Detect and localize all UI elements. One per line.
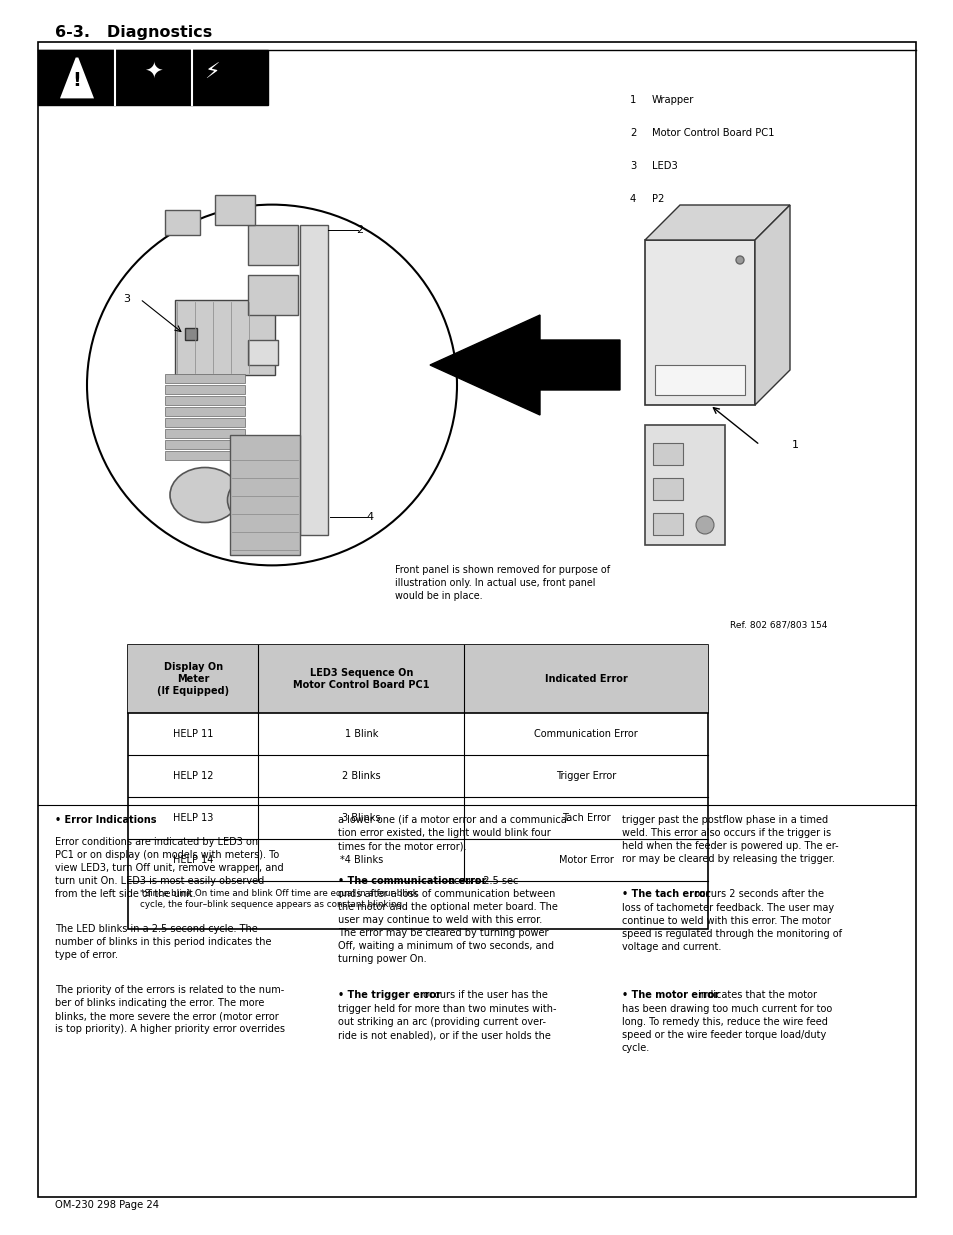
Ellipse shape xyxy=(735,256,743,264)
Text: ✦: ✦ xyxy=(144,63,162,83)
Text: onds after a loss of communication between
the motor and the optional meter boar: onds after a loss of communication betwe… xyxy=(337,889,558,965)
Bar xyxy=(644,240,754,405)
Bar xyxy=(655,366,744,395)
Text: Motor Control Board PC1: Motor Control Board PC1 xyxy=(651,128,774,138)
Text: Error conditions are indicated by LED3 on
PC1 or on display (on models with mete: Error conditions are indicated by LED3 o… xyxy=(55,836,283,899)
Text: The priority of the errors is related to the num-
ber of blinks indicating the e: The priority of the errors is related to… xyxy=(55,986,285,1034)
Text: • The trigger error: • The trigger error xyxy=(337,990,440,1000)
Text: HELP 11: HELP 11 xyxy=(172,729,213,739)
Text: occurs 2 seconds after the: occurs 2 seconds after the xyxy=(690,889,822,899)
Text: HELP 13: HELP 13 xyxy=(172,813,213,823)
Text: • The tach error: • The tach error xyxy=(621,889,710,899)
Bar xyxy=(652,513,682,535)
Bar xyxy=(248,340,277,366)
Text: • Error Indications: • Error Indications xyxy=(55,815,156,825)
Text: *4 Blinks: *4 Blinks xyxy=(339,855,383,864)
Ellipse shape xyxy=(696,516,713,534)
Text: 3 Blinks: 3 Blinks xyxy=(342,813,380,823)
Text: 3: 3 xyxy=(629,161,636,170)
Text: Trigger Error: Trigger Error xyxy=(556,771,616,781)
Bar xyxy=(652,443,682,466)
Bar xyxy=(652,478,682,500)
Bar xyxy=(165,440,245,450)
Bar xyxy=(299,225,328,535)
Bar xyxy=(165,210,200,235)
Text: P2: P2 xyxy=(651,194,663,204)
Text: trigger past the postflow phase in a timed
weld. This error also occurs if the t: trigger past the postflow phase in a tim… xyxy=(621,815,838,864)
Bar xyxy=(165,408,245,416)
Text: OM-230 298 Page 24: OM-230 298 Page 24 xyxy=(55,1200,159,1210)
Text: *Since blink On time and blink Off time are equal in a four-blink
cycle, the fou: *Since blink On time and blink Off time … xyxy=(140,889,417,909)
Bar xyxy=(165,396,245,405)
Text: 2: 2 xyxy=(356,225,363,235)
Text: 3: 3 xyxy=(123,294,131,304)
Bar xyxy=(128,645,707,929)
Text: Wrapper: Wrapper xyxy=(651,95,694,105)
Text: 1: 1 xyxy=(629,95,636,105)
Text: Communication Error: Communication Error xyxy=(534,729,638,739)
Bar xyxy=(165,374,245,383)
Polygon shape xyxy=(754,205,789,405)
Text: HELP 14: HELP 14 xyxy=(172,855,213,864)
Bar xyxy=(248,225,297,266)
Text: LED3 Sequence On
Motor Control Board PC1: LED3 Sequence On Motor Control Board PC1 xyxy=(293,668,429,690)
Bar xyxy=(230,435,299,555)
Bar xyxy=(214,195,254,225)
Ellipse shape xyxy=(87,205,456,566)
Text: 1 Blink: 1 Blink xyxy=(344,729,377,739)
Ellipse shape xyxy=(227,474,293,526)
Bar xyxy=(185,329,196,340)
Text: 6-3.   Diagnostics: 6-3. Diagnostics xyxy=(55,25,212,40)
Text: 1: 1 xyxy=(791,440,798,450)
Bar xyxy=(165,417,245,427)
Polygon shape xyxy=(62,58,91,98)
Text: trigger held for more than two minutes with-
out striking an arc (providing curr: trigger held for more than two minutes w… xyxy=(337,1004,556,1040)
Text: indicates that the motor: indicates that the motor xyxy=(694,990,816,1000)
Text: occurs 2.5 sec-: occurs 2.5 sec- xyxy=(445,876,521,885)
Text: • The motor error: • The motor error xyxy=(621,990,719,1000)
Text: occurs if the user has the: occurs if the user has the xyxy=(419,990,547,1000)
Text: loss of tachometer feedback. The user may
continue to weld with this error. The : loss of tachometer feedback. The user ma… xyxy=(621,903,841,952)
Polygon shape xyxy=(644,205,789,240)
Text: Ref. 802 687/803 154: Ref. 802 687/803 154 xyxy=(729,620,826,629)
Text: !: ! xyxy=(72,70,81,90)
Text: 2 Blinks: 2 Blinks xyxy=(342,771,380,781)
Text: 4: 4 xyxy=(629,194,636,204)
Bar xyxy=(174,300,274,375)
Text: Front panel is shown removed for purpose of
illustration only. In actual use, fr: Front panel is shown removed for purpose… xyxy=(395,564,610,601)
Ellipse shape xyxy=(170,468,240,522)
Text: a lower one (if a motor error and a communica-
tion error existed, the light wou: a lower one (if a motor error and a comm… xyxy=(337,815,570,851)
Text: Display On
Meter
(If Equipped): Display On Meter (If Equipped) xyxy=(157,662,229,697)
Text: The LED blinks in a 2.5 second cycle. The
number of blinks in this period indica: The LED blinks in a 2.5 second cycle. Th… xyxy=(55,924,272,961)
Bar xyxy=(644,425,724,545)
Text: Tach Error: Tach Error xyxy=(561,813,610,823)
Text: Motor Error: Motor Error xyxy=(558,855,613,864)
Bar xyxy=(165,451,245,459)
Polygon shape xyxy=(430,315,619,415)
Text: ⚡: ⚡ xyxy=(204,63,219,83)
Bar xyxy=(248,275,297,315)
Text: Indicated Error: Indicated Error xyxy=(544,674,627,684)
Text: • The communication error: • The communication error xyxy=(337,876,486,885)
Bar xyxy=(165,385,245,394)
Text: LED3: LED3 xyxy=(651,161,677,170)
Text: HELP 12: HELP 12 xyxy=(172,771,213,781)
Text: has been drawing too much current for too
long. To remedy this, reduce the wire : has been drawing too much current for to… xyxy=(621,1004,831,1053)
Text: 2: 2 xyxy=(629,128,636,138)
Bar xyxy=(38,49,268,105)
Bar xyxy=(165,429,245,438)
Text: 4: 4 xyxy=(366,513,374,522)
Bar xyxy=(128,645,707,713)
